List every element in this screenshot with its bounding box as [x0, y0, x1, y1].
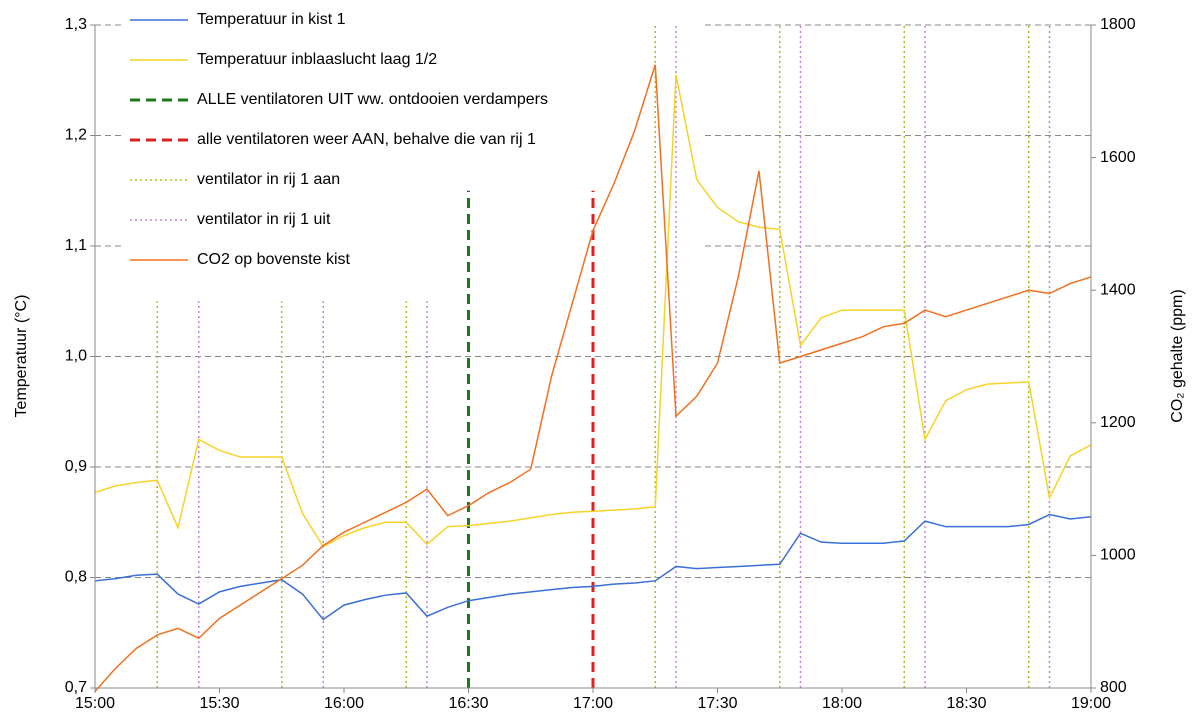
legend-label: ALLE ventilatoren UIT ww. ontdooien verd…: [197, 91, 548, 108]
y2-tick-label: 1400: [1100, 281, 1136, 298]
y2-axis-title: CO₂ gehalte (ppm): [1169, 289, 1186, 422]
series-line: [94, 64, 1092, 692]
x-tick-label: 18:30: [946, 695, 986, 712]
y2-tick-label: 1800: [1100, 16, 1136, 33]
y2-tick-label: 1600: [1100, 149, 1136, 166]
y2-tick-label: 800: [1100, 679, 1127, 696]
x-tick-label: 15:00: [75, 695, 115, 712]
legend-label: Temperatuur inblaaslucht laag 1/2: [197, 51, 437, 68]
y-tick-label: 0,7: [65, 679, 87, 696]
y-tick-label: 1,3: [65, 16, 87, 33]
x-tick-label: 18:00: [822, 695, 862, 712]
x-tick-label: 15:30: [199, 695, 239, 712]
legend-label: alle ventilatoren weer AAN, behalve die …: [197, 131, 536, 148]
x-tick-label: 19:00: [1071, 695, 1111, 712]
x-tick-label: 17:30: [697, 695, 737, 712]
series-line: [94, 74, 1092, 548]
legend-label: CO2 op bovenste kist: [197, 251, 351, 268]
x-tick-label: 16:30: [448, 695, 488, 712]
y-tick-label: 0,9: [65, 458, 87, 475]
legend-label: ventilator in rij 1 aan: [197, 171, 340, 188]
y2-tick-label: 1200: [1100, 414, 1136, 431]
y-tick-label: 1,2: [65, 127, 87, 144]
series-line: [94, 513, 1092, 621]
legend-label: ventilator in rij 1 uit: [197, 211, 331, 228]
x-tick-label: 16:00: [324, 695, 364, 712]
x-tick-label: 17:00: [573, 695, 613, 712]
y-tick-label: 1,1: [65, 237, 87, 254]
y-tick-label: 1,0: [65, 348, 87, 365]
legend-label: Temperatuur in kist 1: [197, 11, 346, 28]
y-axis-title: Temperatuur (°C): [13, 295, 30, 418]
legend-background: [122, 8, 702, 282]
y2-tick-label: 1000: [1100, 547, 1136, 564]
y-tick-label: 0,8: [65, 569, 87, 586]
